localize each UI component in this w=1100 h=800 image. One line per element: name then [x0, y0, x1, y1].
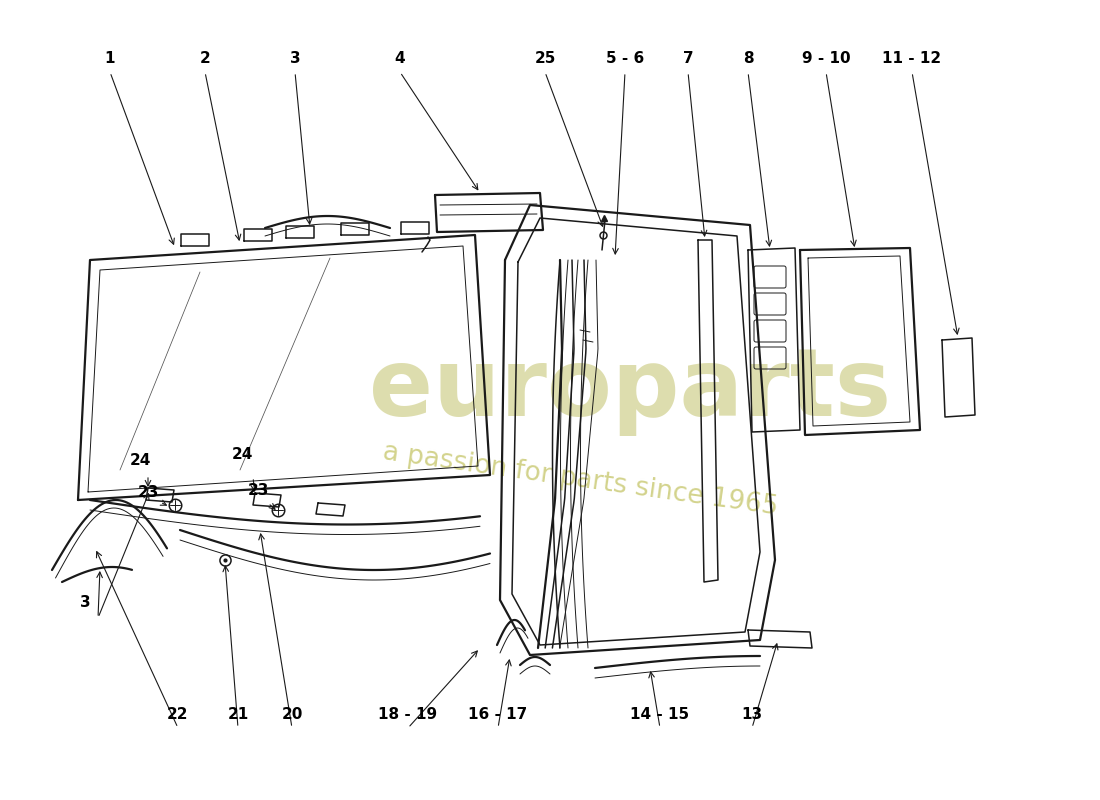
Text: 25: 25	[535, 51, 556, 66]
Text: 20: 20	[282, 707, 303, 722]
Text: 14 - 15: 14 - 15	[630, 707, 690, 722]
Text: 24: 24	[130, 453, 151, 468]
Text: europarts: europarts	[368, 344, 891, 436]
Text: 23: 23	[138, 485, 158, 500]
Text: 4: 4	[395, 51, 405, 66]
Text: 8: 8	[742, 51, 754, 66]
Text: 16 - 17: 16 - 17	[469, 707, 528, 722]
Text: 3: 3	[79, 595, 90, 610]
Text: 23: 23	[248, 483, 268, 498]
Text: a passion for parts since 1965: a passion for parts since 1965	[381, 439, 779, 521]
Text: 1: 1	[104, 51, 116, 66]
Text: 7: 7	[683, 51, 693, 66]
Text: 21: 21	[228, 707, 249, 722]
Text: 13: 13	[741, 707, 762, 722]
Text: 22: 22	[167, 707, 189, 722]
Text: 18 - 19: 18 - 19	[378, 707, 438, 722]
Text: 3: 3	[289, 51, 300, 66]
Text: 11 - 12: 11 - 12	[882, 51, 942, 66]
Text: 2: 2	[199, 51, 210, 66]
Text: 24: 24	[231, 447, 253, 462]
Text: 9 - 10: 9 - 10	[802, 51, 850, 66]
Text: 5 - 6: 5 - 6	[606, 51, 645, 66]
